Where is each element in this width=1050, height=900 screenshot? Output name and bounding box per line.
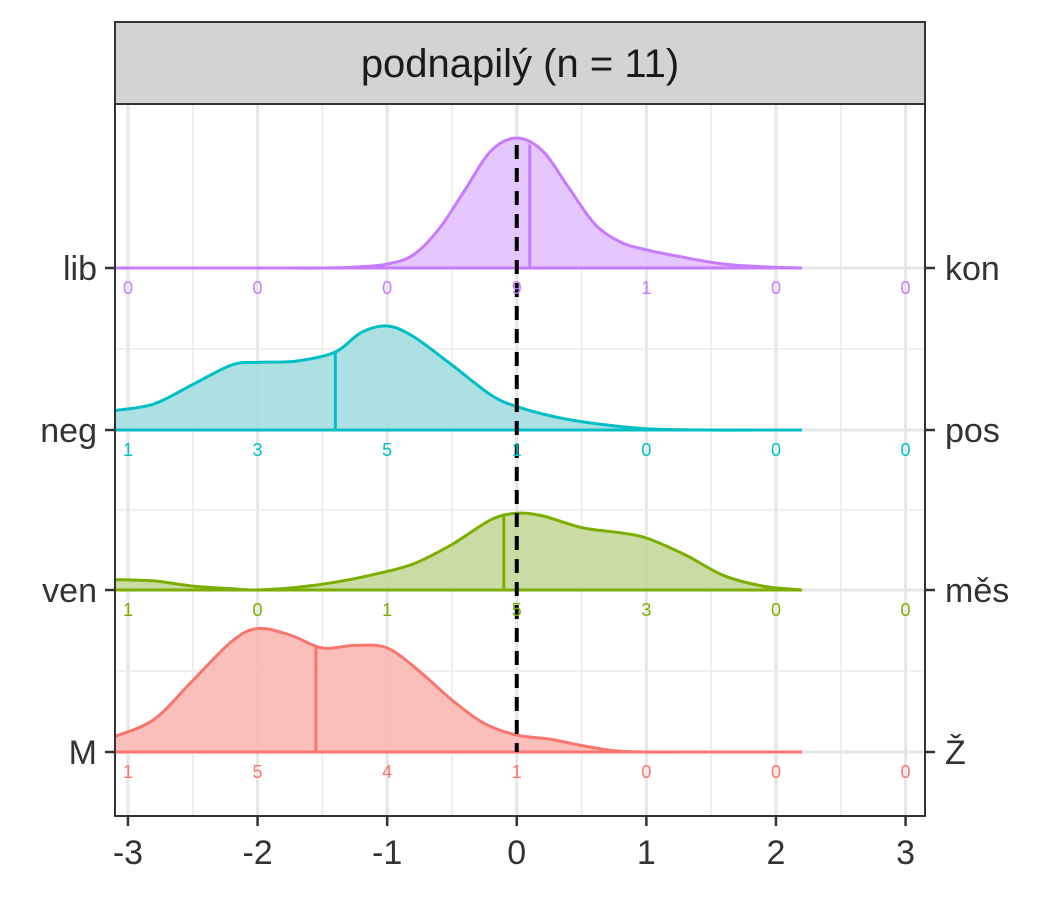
y-tick-label-left: lib xyxy=(63,250,97,288)
y-tick-label-left: ven xyxy=(42,572,97,610)
count-label: 0 xyxy=(253,600,263,620)
count-label: 0 xyxy=(901,600,911,620)
count-label: 0 xyxy=(901,762,911,782)
y-tick-label-right: měs xyxy=(945,572,1009,610)
count-label: 1 xyxy=(512,440,522,460)
ridge-area-ven xyxy=(115,513,802,591)
ridge-area-neg xyxy=(115,325,802,431)
x-tick-label: 0 xyxy=(507,834,526,872)
count-label: 0 xyxy=(771,278,781,298)
ridge-ven xyxy=(114,511,803,592)
facet-strip: podnapilý (n = 11) xyxy=(114,21,926,105)
x-tick-label: -2 xyxy=(242,834,272,872)
y-tick-label-right: Ž xyxy=(945,734,966,772)
y-tick-label-right: pos xyxy=(945,412,1000,450)
y-tick-label-right: kon xyxy=(945,250,1000,288)
density-ridges xyxy=(114,136,803,754)
ridge-area-lib xyxy=(115,138,802,269)
count-label: 5 xyxy=(253,762,263,782)
count-label: 0 xyxy=(771,600,781,620)
ridge-area-M xyxy=(115,628,802,753)
x-tick-label: 3 xyxy=(896,834,915,872)
count-label: 9 xyxy=(512,278,522,298)
y-tick-label-left: M xyxy=(69,734,97,772)
ridge-neg xyxy=(114,324,802,432)
count-label: 4 xyxy=(382,762,392,782)
count-label: 0 xyxy=(901,278,911,298)
count-label: 1 xyxy=(641,278,651,298)
x-tick-label: 1 xyxy=(637,834,656,872)
count-labels: 1 5 4 1 0 0 0 1 0 1 5 3 0 0 1 3 5 1 0 0 0 0 0 0 9 1 0 0 xyxy=(123,278,911,782)
count-label: 5 xyxy=(382,440,392,460)
x-tick-label: -1 xyxy=(372,834,402,872)
count-label: 5 xyxy=(512,600,522,620)
x-tick-label: -3 xyxy=(113,834,143,872)
strip-title: podnapilý (n = 11) xyxy=(361,42,679,86)
count-label: 1 xyxy=(512,762,522,782)
count-label: 0 xyxy=(901,440,911,460)
count-label: 0 xyxy=(253,278,263,298)
count-label: 0 xyxy=(771,762,781,782)
count-label: 0 xyxy=(641,440,651,460)
count-label: 1 xyxy=(382,600,392,620)
ridge-M xyxy=(114,626,802,754)
count-label: 0 xyxy=(641,762,651,782)
count-label: 1 xyxy=(123,600,133,620)
count-label: 0 xyxy=(771,440,781,460)
count-label: 1 xyxy=(123,440,133,460)
count-label: 1 xyxy=(123,762,133,782)
x-tick-label: 2 xyxy=(766,834,785,872)
count-label: 3 xyxy=(253,440,263,460)
count-label: 0 xyxy=(382,278,392,298)
ridge-lib xyxy=(115,136,802,270)
y-tick-label-left: neg xyxy=(40,412,97,450)
count-label: 3 xyxy=(641,600,651,620)
strip-background xyxy=(114,21,926,105)
count-label: 0 xyxy=(123,278,133,298)
